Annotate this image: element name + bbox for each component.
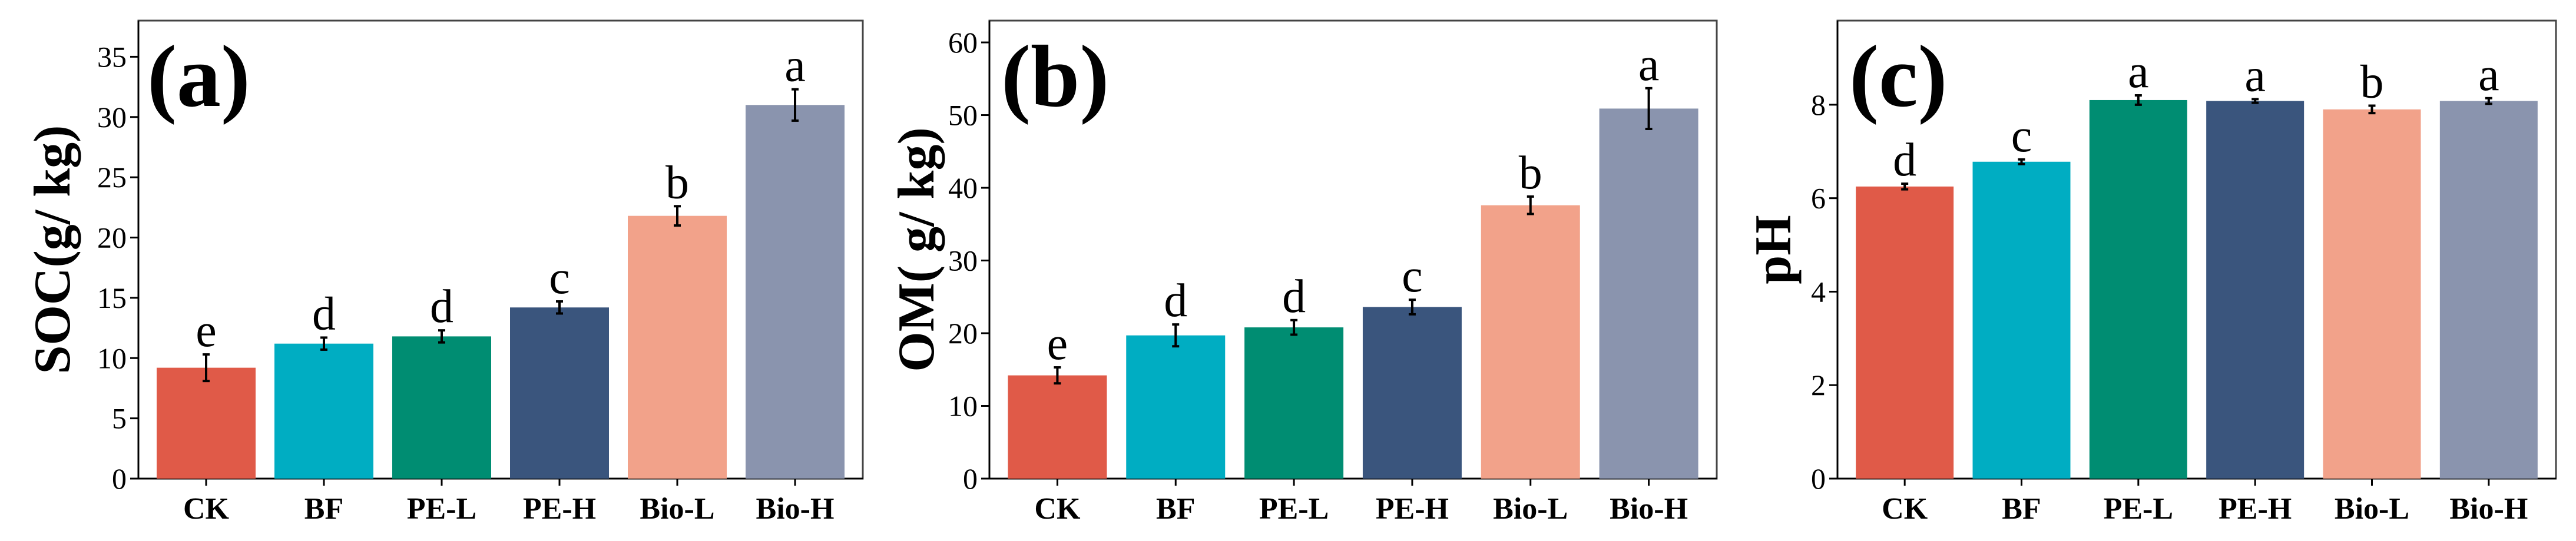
bar-pe-h	[2206, 101, 2305, 479]
x-tick-label: CK	[1034, 492, 1081, 526]
x-tick-label: BF	[1156, 492, 1195, 526]
y-axis-label: OM( g/ kg)	[888, 127, 945, 372]
significance-letter: e	[196, 305, 217, 357]
y-axis-label: pH	[1745, 215, 1802, 284]
x-tick-label: PE-H	[523, 492, 596, 526]
y-tick-label: 15	[97, 281, 127, 314]
panel-c: 0 2 4 6 8 d CK c BF a PE-L a PE-H b Bio-L a Bio-H (c) pH	[1745, 19, 2557, 526]
x-tick-label: PE-L	[1259, 492, 1329, 526]
significance-letter: c	[549, 252, 570, 304]
panel-label: (a)	[147, 28, 250, 125]
y-tick-label: 20	[97, 221, 127, 254]
bar-pe-h	[510, 307, 609, 479]
y-tick-label: 10	[948, 390, 978, 423]
x-tick-label: PE-H	[1376, 492, 1449, 526]
y-tick-label: 0	[1811, 462, 1826, 495]
y-tick-label: 5	[112, 402, 127, 435]
y-tick-label: 0	[112, 462, 127, 495]
bar-ck	[1856, 186, 1954, 479]
significance-letter: a	[2478, 49, 2499, 101]
bar-pe-l	[392, 336, 491, 479]
y-tick-label: 8	[1811, 88, 1826, 121]
y-tick-label: 2	[1811, 369, 1826, 401]
significance-letter: a	[2244, 49, 2266, 101]
bar-bio-l	[2323, 109, 2421, 479]
x-tick-label: Bio-L	[1493, 492, 1568, 526]
panel-label: (c)	[1849, 28, 1947, 125]
significance-letter: d	[312, 288, 336, 340]
significance-letter: b	[665, 157, 689, 208]
x-tick-label: BF	[2002, 492, 2041, 526]
significance-letter: c	[1402, 250, 1423, 302]
y-tick-label: 0	[963, 462, 978, 495]
bar-bio-l	[628, 215, 727, 479]
x-tick-label: Bio-L	[640, 492, 714, 526]
significance-letter: e	[1047, 318, 1068, 370]
y-axis-label: SOC(g/ kg)	[24, 125, 81, 374]
significance-letter: d	[1164, 275, 1187, 327]
y-tick-label: 60	[948, 26, 978, 59]
y-tick-label: 20	[948, 317, 978, 350]
y-tick-label: 30	[97, 101, 127, 134]
bar-bf	[274, 343, 373, 479]
bar-ck	[1008, 375, 1107, 479]
significance-letter: a	[2128, 46, 2149, 98]
y-tick-label: 10	[97, 341, 127, 374]
x-tick-label: Bio-L	[2335, 492, 2409, 526]
y-tick-label: 40	[948, 171, 978, 204]
y-tick-label: 50	[948, 99, 978, 132]
y-tick-label: 4	[1811, 275, 1826, 308]
panel-label: (b)	[1001, 28, 1109, 125]
x-tick-label: CK	[183, 492, 230, 526]
significance-letter: a	[1638, 39, 1660, 91]
significance-letter: d	[430, 281, 453, 333]
bar-pe-l	[1244, 327, 1344, 479]
bar-bf	[1126, 335, 1226, 479]
x-tick-label: CK	[1882, 492, 1928, 526]
x-tick-label: PE-L	[407, 492, 476, 526]
y-tick-label: 30	[948, 244, 978, 277]
y-tick-label: 25	[97, 161, 127, 194]
x-tick-label: Bio-H	[2449, 492, 2528, 526]
x-tick-label: Bio-H	[756, 492, 835, 526]
significance-letter: d	[1282, 271, 1306, 323]
panel-a: 0 5 10 15 20 25 30 35 e CK d BF d PE-L c PE-H b Bio-L a Bio…	[24, 19, 864, 526]
bar-bio-h	[746, 105, 845, 479]
y-tick-label: 6	[1811, 182, 1826, 215]
bar-bf	[1972, 161, 2071, 479]
x-tick-label: Bio-H	[1610, 492, 1688, 526]
panel-b: 0 10 20 30 40 50 60 e CK d BF d PE-L c PE-H b Bio-L a Bio-…	[888, 19, 1718, 526]
x-tick-label: PE-L	[2104, 492, 2173, 526]
y-tick-label: 35	[97, 40, 127, 73]
significance-letter: b	[1519, 147, 1542, 199]
significance-letter: b	[2360, 56, 2384, 108]
x-tick-label: PE-H	[2219, 492, 2292, 526]
significance-letter: d	[1893, 134, 1916, 186]
bar-bio-h	[1599, 108, 1698, 479]
bar-ck	[157, 367, 256, 479]
significance-letter: a	[784, 40, 806, 92]
x-tick-label: BF	[304, 492, 343, 526]
bar-pe-l	[2089, 99, 2187, 479]
bar-bio-h	[2439, 101, 2538, 479]
significance-letter: c	[2011, 110, 2032, 162]
bar-pe-h	[1362, 307, 1462, 479]
bar-bio-l	[1481, 205, 1580, 479]
